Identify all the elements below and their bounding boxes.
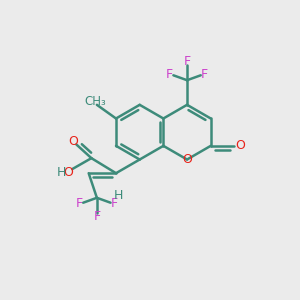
Text: F: F: [166, 68, 173, 81]
Text: F: F: [184, 55, 190, 68]
Text: O: O: [64, 166, 73, 178]
Text: CH₃: CH₃: [85, 95, 106, 108]
Text: F: F: [76, 197, 83, 210]
Text: F: F: [111, 197, 118, 210]
Text: F: F: [93, 210, 100, 223]
Text: O: O: [68, 135, 78, 148]
Text: O: O: [236, 139, 245, 152]
Text: H: H: [57, 166, 67, 178]
Text: F: F: [201, 68, 208, 81]
Text: H: H: [114, 189, 123, 203]
Text: O: O: [182, 153, 192, 166]
